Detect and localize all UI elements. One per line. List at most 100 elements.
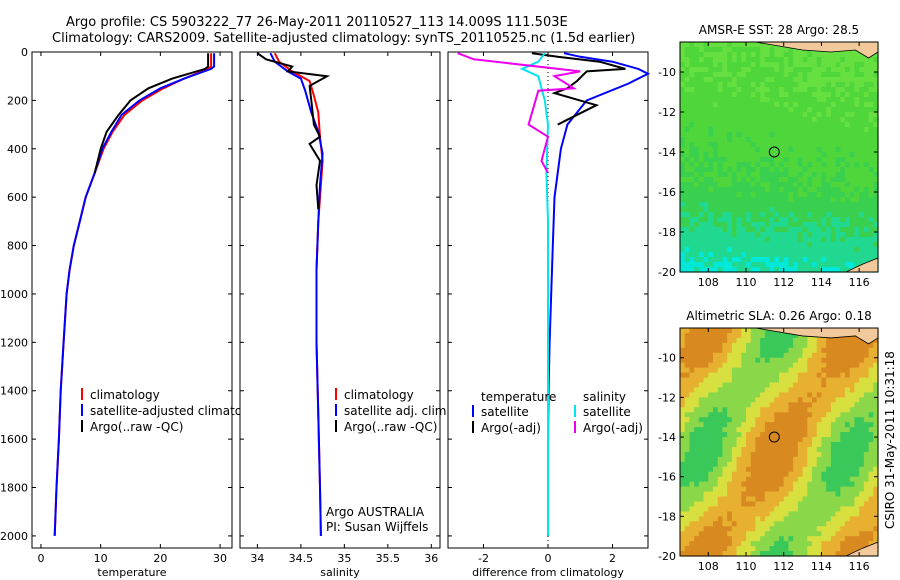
sst_map-cell [680,67,686,73]
sst_map-cell [703,237,709,243]
sst_map-cell [816,267,823,273]
sst_map-cell [830,252,837,258]
temperature-frame [31,51,233,549]
sst_map-cell [830,242,837,248]
sla_map-cell [684,506,691,512]
sst_map-cell [788,147,794,153]
sst_map-cell [788,202,794,208]
sst_map-cell [812,212,818,218]
sla_map-cell [713,471,719,478]
sla_map-cell [746,466,752,473]
sla_map-cell [703,501,709,508]
sla_map-cell [717,357,724,364]
sla_map-cell [783,461,790,468]
sla_map-cell [746,516,752,522]
sla_map-cell [868,476,874,483]
sst_map-cell [863,222,870,228]
sla_map-cell [774,476,780,483]
sst_map-cell [731,57,738,63]
sst_map-cell [788,152,794,158]
sst_map-cell [689,97,695,103]
sla_map-cell [741,367,747,374]
sst_map-cell [713,242,719,248]
sla_map-cell [703,342,709,349]
sla_map-cell [731,536,738,542]
sst_map-cell [821,52,827,58]
sst_map-cell [868,227,874,233]
sla_map-cell [760,397,766,403]
sla_map-cell [684,446,691,453]
sla_map-cell [722,422,728,428]
sst_map-cell [868,162,874,168]
sst_map-cell [680,122,686,128]
sla_map-cell [689,337,695,344]
sst_map-cell [826,177,832,183]
sla_map-cell [713,357,719,364]
sla_map-cell [863,382,870,389]
sla_map-cell [779,332,785,339]
sst_map-cell [746,107,752,113]
sla_map-cell [807,432,813,438]
sla_map-cell [826,471,832,478]
sla_map-cell [788,347,794,354]
sst_map-cell [698,127,705,133]
sst_map-cell [816,217,823,223]
sst_map-cell [713,72,719,78]
sst_map-cell [812,92,818,98]
sla_map-cell [708,446,714,453]
sla_map-cell [812,451,818,458]
sla_map-cell [694,367,700,374]
sst_map-cell [750,62,757,68]
sst_map-cell [783,177,790,183]
sla_map-cell [760,347,766,354]
sla_map-cell [868,357,874,364]
sst_map-cell [816,237,823,243]
sla_map-cell [854,412,860,418]
sst_map-cell [821,177,827,183]
sla_map-cell [717,347,724,354]
sla_map-cell [812,486,818,493]
sst_map-cell [698,72,705,78]
sst_map-cell [854,142,860,148]
sst_map-cell [722,167,728,173]
sst_map-cell [717,127,724,133]
sst_map-cell [717,227,724,233]
sla_map-cell [741,377,747,384]
sla_map-cell [840,362,846,369]
sst_map-cell [807,197,813,203]
sst_map-cell [835,167,841,173]
sst_map-cell [821,252,827,258]
sst_map-cell [774,77,780,83]
sst_map-cell [694,147,700,153]
sst_map-cell [797,152,804,158]
sla_map-cell [863,392,870,398]
sla_map-cell [863,342,870,349]
sst_map-cell [788,157,794,163]
sla_map-cell [769,342,775,349]
sst_map-cell [746,227,752,233]
sst_map-cell [722,77,728,83]
sla_map-cell [821,372,827,379]
sst_map-cell [863,197,870,203]
sla_map-cell [727,397,733,403]
sla_map-cell [807,337,813,344]
sst_map-cell [854,132,860,138]
sst_map-cell [788,252,794,258]
sst_map-cell [755,97,761,103]
sla_map-cell [684,536,691,542]
sla_map-cell [873,417,879,423]
sla_map-cell [779,501,785,508]
sst_map-cell [750,232,757,238]
sla_map-cell [826,551,832,557]
sla_map-ytick-label: -16 [658,471,676,484]
sla_map-cell [736,337,742,344]
sst_map-cell [746,142,752,148]
sst_map-cell [764,187,771,193]
sst_map-cell [835,152,841,158]
sla_map-cell [793,506,799,512]
sla_map-cell [845,541,851,547]
sla_map-cell [840,491,846,498]
sla_map-cell [821,531,827,537]
sst_map-cell [807,267,813,273]
sla_map-cell [863,456,870,463]
